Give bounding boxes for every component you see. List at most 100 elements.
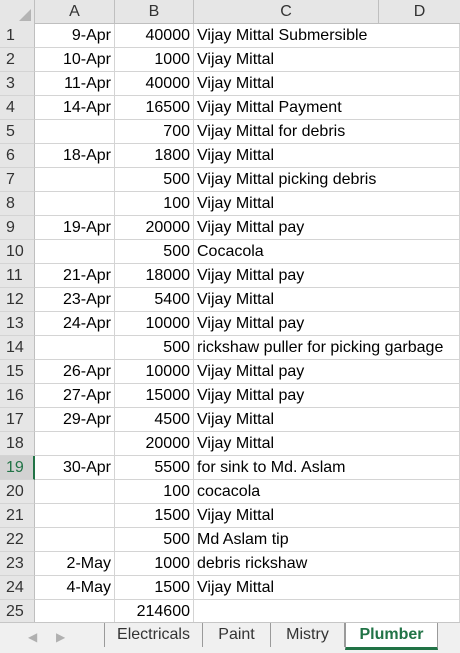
row-header[interactable]: 8 [0,192,35,216]
cell-amount[interactable]: 5500 [115,456,194,480]
scroll-tabs-left-icon[interactable]: ◀ [28,630,38,644]
cell-description[interactable]: Vijay Mittal [194,288,379,312]
cell-empty[interactable] [379,504,460,528]
cell-date[interactable]: 26-Apr [35,360,115,384]
cell-description[interactable]: Vijay Mittal picking debris [194,168,379,192]
cell-empty[interactable] [379,576,460,600]
cell-date[interactable] [35,528,115,552]
cell-amount[interactable]: 500 [115,168,194,192]
row-header[interactable]: 7 [0,168,35,192]
cell-date[interactable] [35,600,115,624]
cell-description[interactable]: Vijay Mittal pay [194,312,379,336]
cell-date[interactable]: 11-Apr [35,72,115,96]
cell-date[interactable]: 4-May [35,576,115,600]
select-all-corner[interactable] [0,0,35,24]
cell-empty[interactable] [379,288,460,312]
column-header-b[interactable]: B [115,0,194,24]
cell-amount[interactable]: 18000 [115,264,194,288]
cell-date[interactable]: 24-Apr [35,312,115,336]
cell-empty[interactable] [379,96,460,120]
cell-description[interactable]: Vijay Mittal [194,72,379,96]
cell-date[interactable] [35,240,115,264]
cell-date[interactable]: 23-Apr [35,288,115,312]
cell-amount[interactable]: 500 [115,528,194,552]
cell-empty[interactable] [379,264,460,288]
cell-empty[interactable] [379,24,460,48]
column-header-a[interactable]: A [35,0,115,24]
cell-date[interactable]: 29-Apr [35,408,115,432]
row-header[interactable]: 6 [0,144,35,168]
cell-description[interactable]: Md Aslam tip [194,528,379,552]
cell-empty[interactable] [379,336,460,360]
cell-date[interactable] [35,504,115,528]
row-header[interactable]: 4 [0,96,35,120]
cell-description[interactable]: Vijay Mittal [194,408,379,432]
cell-date[interactable] [35,168,115,192]
cell-empty[interactable] [379,528,460,552]
sheet-tab-plumber[interactable]: Plumber [345,623,438,650]
cell-amount[interactable]: 20000 [115,432,194,456]
cell-amount[interactable]: 5400 [115,288,194,312]
cell-empty[interactable] [379,360,460,384]
cell-amount[interactable]: 100 [115,480,194,504]
cell-date[interactable]: 30-Apr [35,456,115,480]
cell-date[interactable] [35,192,115,216]
row-header[interactable]: 18 [0,432,35,456]
sheet-tab-electricals[interactable]: Electricals [104,623,203,647]
cell-amount[interactable]: 1500 [115,576,194,600]
cell-description[interactable]: Vijay Mittal for debris [194,120,379,144]
row-header[interactable]: 25 [0,600,35,624]
cell-description[interactable]: Vijay Mittal [194,144,379,168]
cell-date[interactable] [35,480,115,504]
column-header-c[interactable]: C [194,0,379,24]
cell-description[interactable]: Vijay Mittal pay [194,360,379,384]
cell-description[interactable]: Cocacola [194,240,379,264]
cell-empty[interactable] [379,312,460,336]
cell-amount[interactable]: 1800 [115,144,194,168]
cell-date[interactable]: 21-Apr [35,264,115,288]
row-header[interactable]: 3 [0,72,35,96]
cell-date[interactable]: 14-Apr [35,96,115,120]
row-header[interactable]: 12 [0,288,35,312]
cell-amount[interactable]: 20000 [115,216,194,240]
cell-description[interactable]: Vijay Mittal pay [194,384,379,408]
cell-amount[interactable]: 16500 [115,96,194,120]
cell-empty[interactable] [379,240,460,264]
cell-amount[interactable]: 1000 [115,552,194,576]
row-header[interactable]: 22 [0,528,35,552]
cell-description[interactable]: Vijay Mittal [194,432,379,456]
row-header[interactable]: 20 [0,480,35,504]
cell-description[interactable]: Vijay Mittal [194,192,379,216]
scroll-tabs-right-icon[interactable]: ▶ [56,630,66,644]
row-header[interactable]: 21 [0,504,35,528]
row-header[interactable]: 11 [0,264,35,288]
row-header[interactable]: 1 [0,24,35,48]
cell-date[interactable]: 27-Apr [35,384,115,408]
cell-date[interactable]: 10-Apr [35,48,115,72]
row-header[interactable]: 14 [0,336,35,360]
row-header[interactable]: 10 [0,240,35,264]
cell-amount[interactable]: 214600 [115,600,194,624]
cell-amount[interactable]: 40000 [115,72,194,96]
cell-description[interactable]: cocacola [194,480,379,504]
cell-description[interactable]: Vijay Mittal [194,504,379,528]
cell-amount[interactable]: 40000 [115,24,194,48]
cell-empty[interactable] [379,120,460,144]
row-header[interactable]: 15 [0,360,35,384]
cell-empty[interactable] [379,384,460,408]
row-header[interactable]: 9 [0,216,35,240]
sheet-tab-paint[interactable]: Paint [203,623,271,647]
cell-empty[interactable] [379,192,460,216]
cell-description[interactable] [194,600,379,624]
cell-date[interactable] [35,120,115,144]
cell-date[interactable]: 9-Apr [35,24,115,48]
cell-empty[interactable] [379,216,460,240]
cell-date[interactable]: 2-May [35,552,115,576]
cell-amount[interactable]: 500 [115,240,194,264]
cell-date[interactable]: 18-Apr [35,144,115,168]
cell-amount[interactable]: 10000 [115,312,194,336]
cell-amount[interactable]: 1500 [115,504,194,528]
cell-empty[interactable] [379,552,460,576]
cell-description[interactable]: rickshaw puller for picking garbage [194,336,443,360]
cell-description[interactable]: Vijay Mittal [194,576,379,600]
